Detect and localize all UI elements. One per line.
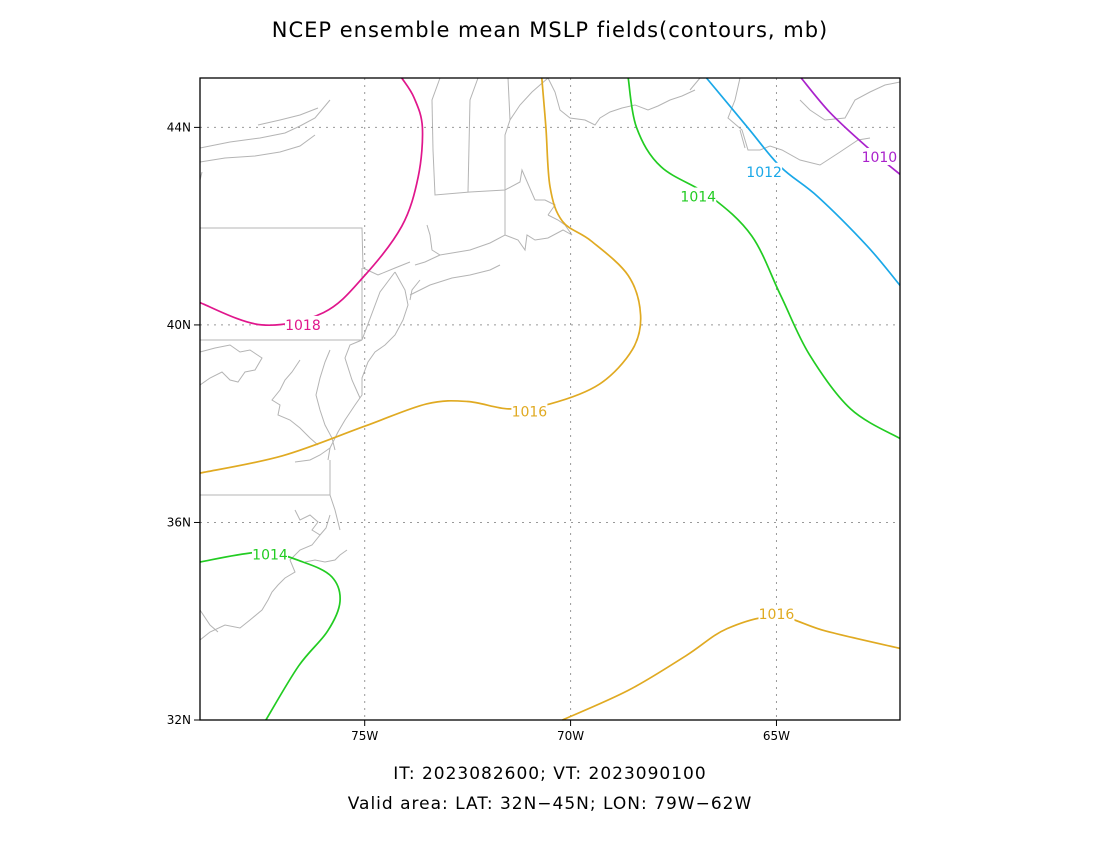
lat-tick-label: 44N [167,120,191,134]
isobar-label-background [284,315,321,333]
map-frame-group: 1018 1016 1016 1014 1014 1012 1010 32N 36N 40N 44… [167,77,901,743]
contour-labels: 1018 1016 1016 1014 1014 1012 1010 [252,148,898,623]
map-frame [199,77,901,721]
isobar-1016 [199,77,642,474]
isobar-label-background [252,545,288,563]
grid-lines [200,78,900,720]
lon-tick-label: 65W [763,729,790,743]
isobar-1014 [627,77,901,440]
init-valid-time: IT: 2023082600; VT: 2023090100 [393,764,707,784]
coastlines [199,77,901,641]
lon-tick-label: 70W [557,729,584,743]
lat-tick-label: 32N [167,713,191,727]
chart-title: NCEP ensemble mean MSLP fields(contours,… [271,18,829,42]
isobar-label-1014: 1014 [680,190,716,206]
isobar-label-1018: 1018 [285,318,321,334]
lat-tick-label: 40N [167,318,191,332]
lon-tick-label: 75W [351,729,378,743]
lat-tick-label: 36N [167,515,191,529]
isobar-label-background [746,162,783,180]
isobar-label-background [680,187,717,205]
isobar-label-background [758,604,795,622]
isobar-label-1014: 1014 [252,548,288,564]
isobar-label-1016: 1016 [759,607,795,623]
axis-ticks: 32N 36N 40N 44N 75W 70W 65W [167,120,790,743]
isobar-label-1010: 1010 [862,150,898,166]
isobar-1016 [562,615,901,721]
valid-area: Valid area: LAT: 32N−45N; LON: 79W−62W [347,794,753,814]
map-plot-area [200,78,900,720]
isobar-1018 [199,77,424,327]
isobar-label-1012: 1012 [746,165,782,181]
isobar-label-background [861,148,898,166]
isobar-1012 [705,77,901,286]
isobar-label-background [511,402,548,420]
isobar-label-1016: 1016 [512,404,548,420]
